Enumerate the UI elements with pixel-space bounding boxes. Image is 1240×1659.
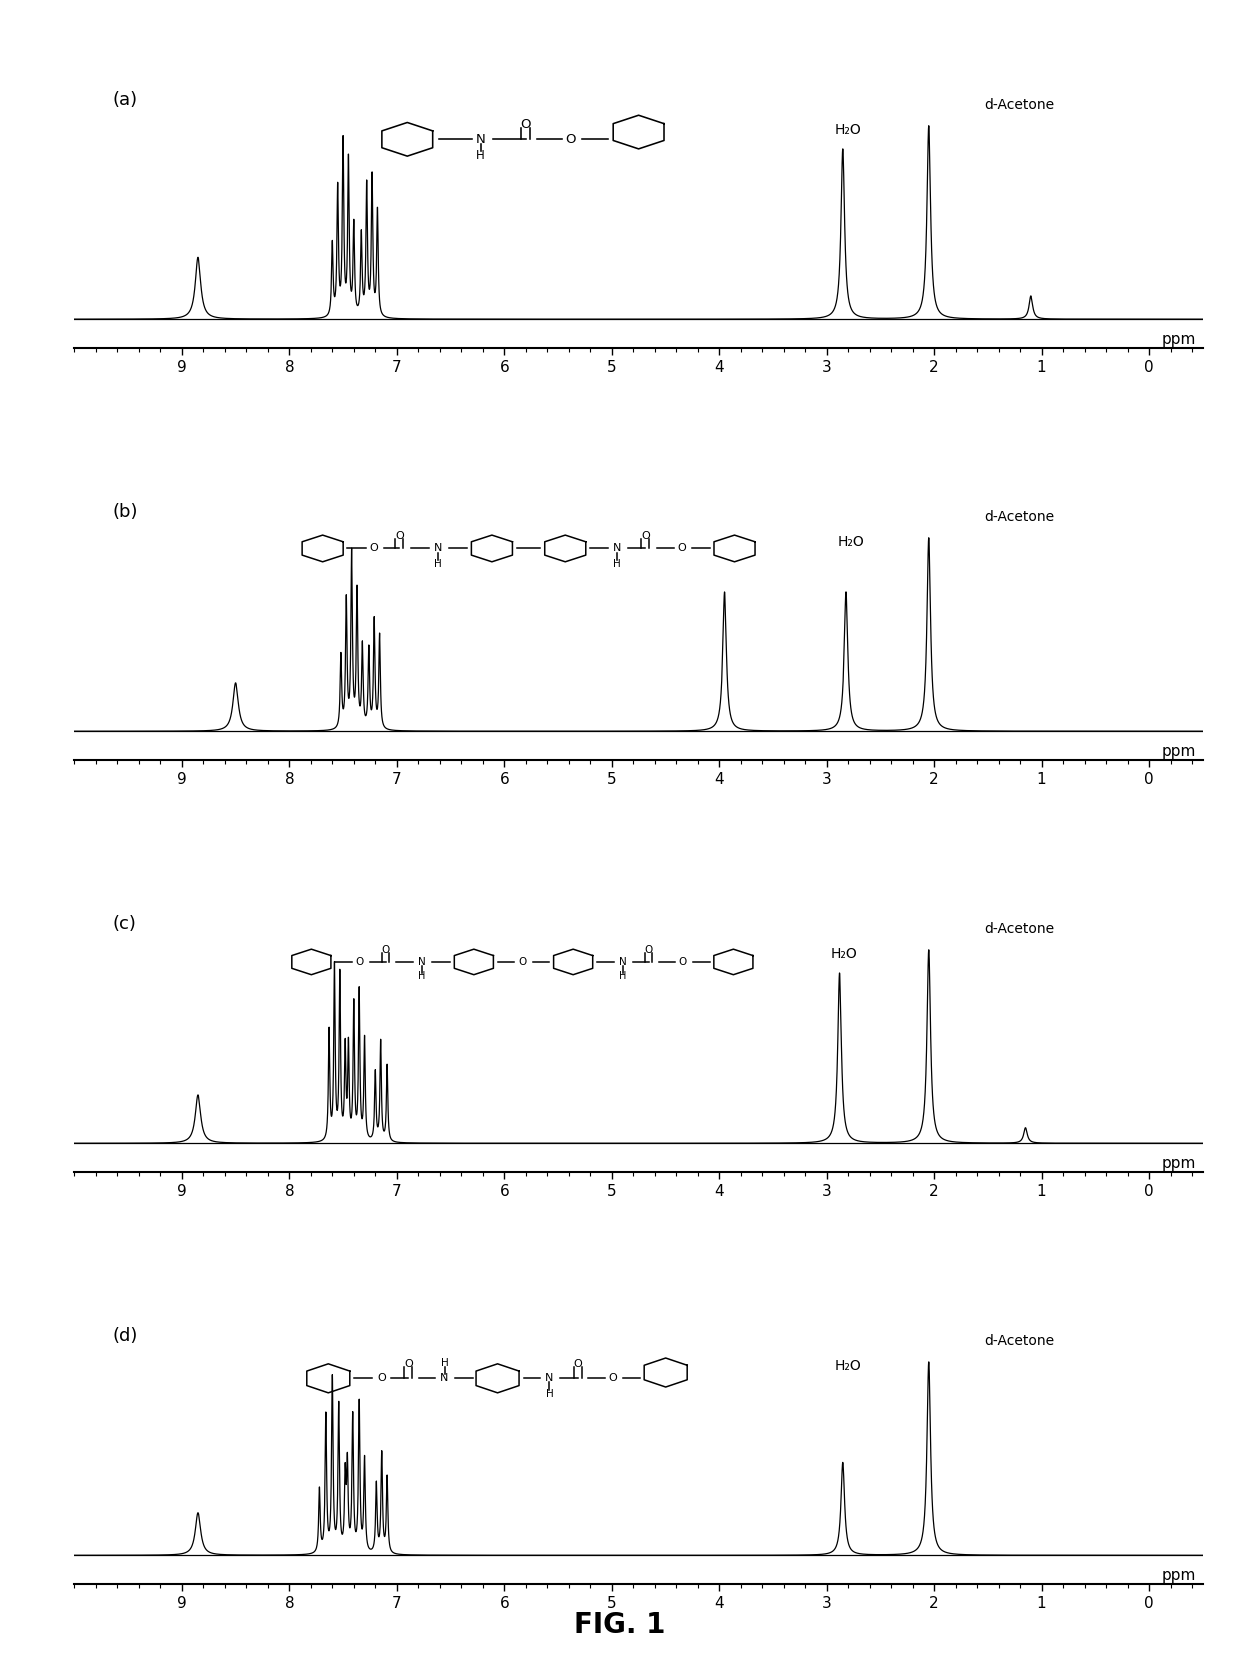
Text: d-Acetone: d-Acetone — [985, 1334, 1055, 1349]
Text: O: O — [609, 1374, 618, 1384]
Text: O: O — [370, 544, 378, 554]
Text: O: O — [521, 118, 531, 131]
Text: (b): (b) — [112, 503, 138, 521]
Text: O: O — [404, 1359, 413, 1369]
Text: O: O — [356, 957, 365, 967]
Text: N: N — [418, 957, 425, 967]
Text: N: N — [440, 1374, 449, 1384]
Text: O: O — [518, 957, 527, 967]
Text: (a): (a) — [112, 91, 138, 109]
Text: N: N — [476, 133, 486, 146]
Text: N: N — [546, 1374, 553, 1384]
Text: O: O — [677, 544, 686, 554]
Text: H₂O: H₂O — [835, 123, 861, 138]
Text: H₂O: H₂O — [837, 536, 864, 549]
Text: d-Acetone: d-Acetone — [985, 511, 1055, 524]
Text: H: H — [614, 559, 621, 569]
Text: H: H — [546, 1389, 553, 1399]
Text: H: H — [476, 149, 485, 163]
Text: O: O — [382, 946, 389, 956]
Text: ppm: ppm — [1162, 332, 1197, 347]
Text: N: N — [613, 544, 621, 554]
Text: H: H — [434, 559, 441, 569]
Text: N: N — [434, 544, 441, 554]
Text: H: H — [418, 972, 425, 982]
Text: O: O — [565, 133, 577, 146]
Text: O: O — [573, 1359, 582, 1369]
Text: d-Acetone: d-Acetone — [985, 98, 1055, 113]
Text: H: H — [619, 972, 626, 982]
Text: ppm: ppm — [1162, 745, 1197, 760]
Text: (d): (d) — [112, 1327, 138, 1345]
Text: N: N — [619, 957, 626, 967]
Text: d-Acetone: d-Acetone — [985, 922, 1055, 936]
Text: ppm: ppm — [1162, 1156, 1197, 1171]
Text: (c): (c) — [112, 916, 136, 932]
Text: FIG. 1: FIG. 1 — [574, 1611, 666, 1639]
Text: ppm: ppm — [1162, 1568, 1197, 1583]
Text: O: O — [645, 946, 653, 956]
Text: H₂O: H₂O — [831, 947, 858, 962]
Text: O: O — [641, 531, 650, 541]
Text: O: O — [377, 1374, 386, 1384]
Text: H: H — [440, 1359, 449, 1369]
Text: O: O — [396, 531, 404, 541]
Text: H₂O: H₂O — [835, 1359, 861, 1374]
Text: O: O — [678, 957, 687, 967]
